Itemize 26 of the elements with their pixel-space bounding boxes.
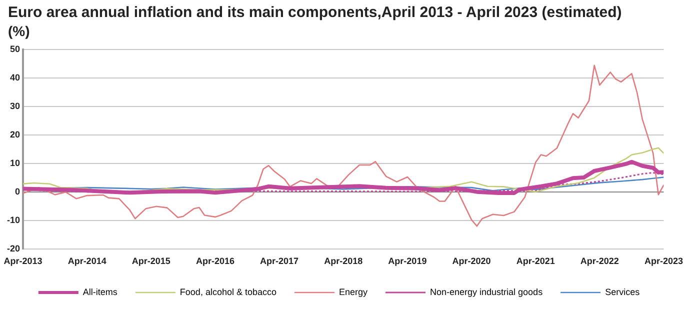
chart-title: Euro area annual inflation and its main components,April 2013 - April 2023 (estimated): [7, 3, 623, 21]
legend-label: Energy: [338, 286, 368, 297]
x-tick-label: Apr-2014: [68, 256, 106, 266]
x-tick-label: Apr-2019: [388, 256, 427, 266]
x-tick-label: Apr-2018: [324, 256, 363, 266]
x-tick-label: Apr-2022: [580, 256, 619, 266]
y-tick-label: 40: [10, 72, 20, 82]
x-tick-label: Apr-2016: [196, 256, 234, 266]
y-tick-label: 0: [14, 186, 20, 197]
x-tick-label: Apr-2015: [132, 256, 170, 266]
y-tick-label: 50: [10, 44, 20, 54]
legend-label: Food, alcohol & tobacco: [180, 286, 276, 297]
y-tick-label: -10: [6, 215, 20, 226]
x-tick-label: Apr-2017: [260, 256, 299, 266]
x-tick-label: Apr-2023: [644, 256, 684, 266]
y-tick-label: 30: [10, 100, 20, 111]
y-tick-label: 20: [10, 130, 20, 140]
x-tick-label: Apr-2020: [452, 256, 491, 266]
y-tick-label: -20: [6, 244, 20, 254]
y-tick-label: 10: [10, 158, 20, 168]
legend-label: All-items: [82, 286, 118, 297]
y-axis-title: (%): [7, 22, 31, 41]
legend-label: Non-energy industrial goods: [430, 286, 544, 297]
x-tick-label: Apr-2021: [516, 256, 555, 266]
x-tick-label: Apr-2013: [4, 256, 42, 266]
legend-label: Services: [605, 286, 640, 297]
